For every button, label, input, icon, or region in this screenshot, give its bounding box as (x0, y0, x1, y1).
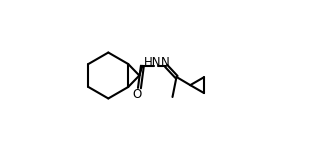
Text: HN: HN (144, 56, 162, 69)
Text: N: N (161, 56, 170, 69)
Text: O: O (132, 88, 142, 101)
